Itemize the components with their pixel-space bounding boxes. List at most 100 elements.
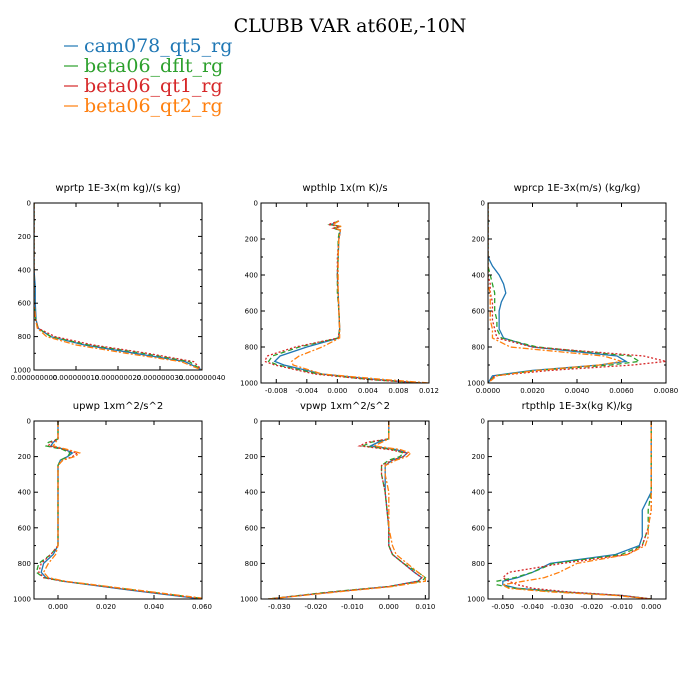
- y-tick-label: 400: [472, 489, 485, 497]
- panel-5: vpwp 1xm^2/s^2 0 200 400 600 800 1000 -0.030 -0.…: [240, 401, 435, 611]
- series-line-3: [263, 220, 422, 383]
- y-tick-label: 1000: [13, 596, 31, 604]
- x-tick-label: 0.000: [641, 603, 661, 611]
- y-tick-label: 400: [245, 489, 258, 497]
- x-tick-label: 0.0060: [609, 387, 634, 395]
- y-tick-label: 0: [481, 200, 485, 208]
- y-tick-label: 200: [472, 236, 485, 244]
- x-tick-label: 0.010: [415, 603, 435, 611]
- series-line-4: [290, 220, 429, 383]
- y-tick-label: 200: [245, 236, 258, 244]
- x-tick-label: -0.050: [492, 603, 515, 611]
- series-line-1: [488, 203, 628, 383]
- y-tick-label: 400: [472, 272, 485, 280]
- y-tick-label: 400: [18, 489, 31, 497]
- x-tick-label: 0.040: [144, 603, 164, 611]
- plot-frame: [260, 202, 430, 384]
- panel-title: rtpthlp 1E-3x(kg K)/kg: [522, 401, 633, 412]
- series-line-1: [268, 421, 423, 599]
- series-line-2: [488, 203, 642, 383]
- x-tick-label: 0.000000040: [179, 374, 226, 382]
- y-tick-label: 0: [254, 200, 258, 208]
- x-tick-label: -0.010: [341, 603, 364, 611]
- y-tick-label: 800: [245, 344, 258, 352]
- plot-frame: [487, 420, 667, 600]
- x-tick-label: -0.030: [551, 603, 574, 611]
- x-tick-label: -0.010: [610, 603, 633, 611]
- series-line-3: [501, 421, 652, 599]
- panel-title: vpwp 1xm^2/s^2: [300, 401, 390, 412]
- y-tick-label: 800: [245, 560, 258, 568]
- plot-frame: [260, 420, 430, 600]
- series-line-4: [42, 421, 202, 599]
- plot-frame: [33, 202, 203, 371]
- x-tick-label: 0.0080: [654, 387, 679, 395]
- x-tick-label: 0.020: [96, 603, 116, 611]
- x-tick-label: 0.0020: [520, 387, 545, 395]
- y-tick-label: 200: [18, 233, 31, 241]
- plot-frame: [487, 202, 667, 384]
- x-tick-label: 0.0000: [476, 387, 501, 395]
- series-line-4: [268, 421, 427, 599]
- y-tick-label: 1000: [240, 380, 258, 388]
- x-tick-label: -0.008: [265, 387, 288, 395]
- y-tick-label: 1000: [13, 367, 31, 375]
- panel-6: rtpthlp 1E-3x(kg K)/kg02004006008001000-…: [467, 401, 667, 611]
- panel-title: wpthlp 1x(m K)/s: [302, 183, 387, 194]
- y-tick-label: 600: [245, 308, 258, 316]
- y-tick-label: 1000: [240, 596, 258, 604]
- x-tick-label: -0.020: [581, 603, 604, 611]
- series-line-1: [273, 220, 422, 383]
- x-tick-label: -0.004: [296, 387, 319, 395]
- legend: cam078_qt5_rgbeta06_dflt_rgbeta06_qt1_rg…: [64, 35, 232, 117]
- y-tick-label: 800: [472, 344, 485, 352]
- series-line-3: [268, 421, 423, 599]
- y-tick-label: 200: [472, 453, 485, 461]
- series-line-2: [34, 203, 202, 370]
- x-tick-label: 0.000000000: [11, 374, 58, 382]
- y-tick-label: 400: [18, 266, 31, 274]
- y-tick-label: 0: [27, 200, 31, 208]
- x-tick-label: 0.000: [327, 387, 347, 395]
- y-tick-label: 200: [245, 453, 258, 461]
- x-tick-label: 0.000000030: [137, 374, 184, 382]
- series-line-3: [488, 203, 666, 383]
- y-tick-label: 600: [245, 524, 258, 532]
- y-tick-label: 400: [245, 272, 258, 280]
- series-line-2: [267, 220, 422, 383]
- x-tick-label: 0.008: [388, 387, 408, 395]
- panel-1: wprtp 1E-3x(m kg)/(s kg) 0 200 400 600 800 100…: [11, 183, 226, 382]
- x-tick-label: 0.060: [192, 603, 212, 611]
- y-tick-label: 0: [481, 418, 485, 426]
- series-line-1: [40, 421, 202, 599]
- panel-title: upwp 1xm^2/s^2: [73, 401, 163, 412]
- series-line-4: [500, 421, 652, 599]
- series-line-3: [38, 421, 202, 599]
- y-tick-label: 0: [27, 418, 31, 426]
- legend-entry: beta06_qt1_rg: [84, 75, 223, 97]
- x-tick-label: -0.030: [268, 603, 291, 611]
- x-tick-label: 0.0040: [565, 387, 590, 395]
- panel-3: wprcp 1E-3x(m/s) (kg/kg) 0 200 400 600 800 100…: [467, 183, 678, 395]
- panel-title: wprtp 1E-3x(m kg)/(s kg): [55, 183, 180, 194]
- series-line-2: [496, 421, 652, 599]
- panel-4: upwp 1xm^2/s^2 0 200 400 600 800 1000 0.000 0.02…: [13, 401, 212, 611]
- series-line-4: [488, 203, 622, 383]
- y-tick-label: 600: [472, 524, 485, 532]
- series-line-3: [34, 203, 202, 370]
- y-tick-label: 600: [472, 308, 485, 316]
- y-tick-label: 0: [254, 418, 258, 426]
- y-tick-label: 600: [18, 524, 31, 532]
- series-line-1: [502, 421, 652, 599]
- y-tick-label: 600: [18, 300, 31, 308]
- x-tick-label: 0.000: [48, 603, 68, 611]
- x-tick-label: 0.000: [379, 603, 399, 611]
- series-line-4: [34, 203, 202, 370]
- x-tick-label: 0.000000020: [95, 374, 142, 382]
- x-tick-label: -0.040: [521, 603, 544, 611]
- x-tick-label: -0.020: [304, 603, 327, 611]
- x-tick-label: 0.004: [358, 387, 379, 395]
- y-tick-label: 1000: [467, 380, 485, 388]
- legend-entry: beta06_dflt_rg: [84, 55, 223, 77]
